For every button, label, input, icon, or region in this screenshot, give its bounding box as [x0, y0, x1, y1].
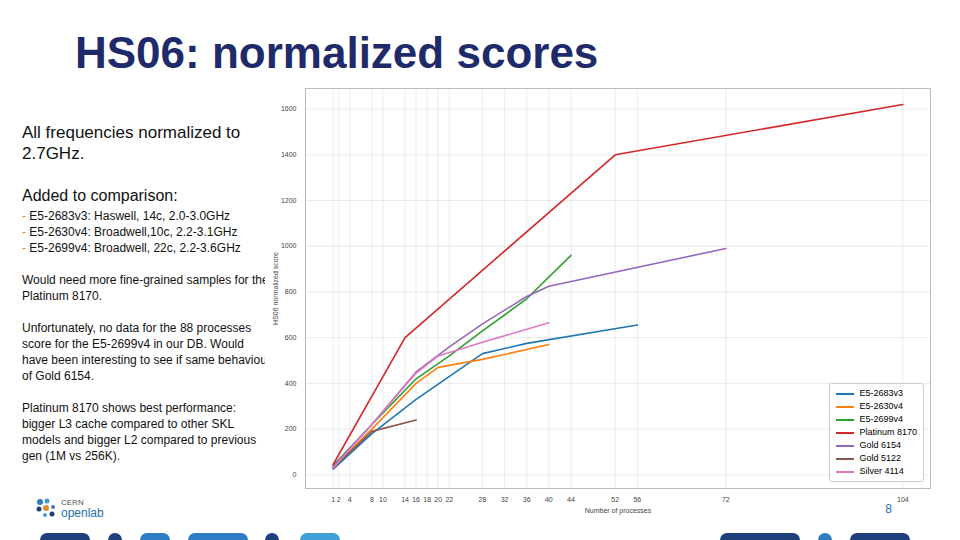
svg-text:20: 20	[434, 496, 442, 503]
html-text:Silver 4114: Silver 4114	[859, 466, 904, 476]
svg-text:400: 400	[285, 380, 297, 387]
html-text:CERN: CERN	[61, 498, 84, 507]
svg-text:4: 4	[348, 496, 352, 503]
svg-text:52: 52	[611, 496, 619, 503]
svg-text:1400: 1400	[281, 151, 297, 158]
svg-text:HS06 normalized score: HS06 normalized score	[272, 252, 279, 325]
html-text:HS06: normalized scores: HS06: normalized scores	[75, 28, 599, 77]
svg-text:1000: 1000	[281, 242, 297, 249]
svg-text:56: 56	[633, 496, 641, 503]
svg-text:0: 0	[293, 471, 297, 478]
svg-text:16: 16	[412, 496, 420, 503]
html-text:E5-2683v3: E5-2683v3	[859, 388, 903, 398]
svg-text:44: 44	[567, 496, 575, 503]
svg-text:18: 18	[423, 496, 431, 503]
svg-text:14: 14	[401, 496, 409, 503]
svg-text:600: 600	[285, 334, 297, 341]
html-text:E5-2699v4: Broadwell, 22c, 2.2: E5-2699v4: Broadwell, 22c, 2.2-3.6GHz	[29, 241, 241, 255]
svg-text:40: 40	[545, 496, 553, 503]
html-text:Would need more fine-grained s: Would need more fine-grained samples for…	[22, 273, 269, 303]
html-text:Platinum 8170: Platinum 8170	[859, 427, 917, 437]
svg-text:Number of processes: Number of processes	[585, 507, 652, 515]
svg-text:8: 8	[370, 496, 374, 503]
html-text:Added to comparison:: Added to comparison:	[22, 187, 178, 204]
html-text:Platinum 8170 shows best perfo: Platinum 8170 shows best performance: bi…	[22, 401, 257, 463]
svg-text:1600: 1600	[281, 105, 297, 112]
svg-text:200: 200	[285, 425, 297, 432]
html-text:E5-2630v4: E5-2630v4	[859, 401, 903, 411]
svg-text:72: 72	[722, 496, 730, 503]
html-text:Gold 5122: Gold 5122	[859, 453, 901, 463]
html-text:E5-2683v3: Haswell, 14c, 2.0-3: E5-2683v3: Haswell, 14c, 2.0-3.0GHz	[29, 209, 231, 223]
svg-text:1: 1	[331, 496, 335, 503]
svg-text:10: 10	[379, 496, 387, 503]
html-text:Gold 6154: Gold 6154	[859, 440, 901, 450]
svg-text:36: 36	[523, 496, 531, 503]
svg-text:22: 22	[445, 496, 453, 503]
svg-text:2: 2	[337, 496, 341, 503]
svg-text:32: 32	[501, 496, 509, 503]
html-text:All frequencies normalized to: All frequencies normalized to 2.7GHz.	[22, 123, 241, 163]
html-text:openlab: openlab	[61, 506, 104, 520]
html-text:E5-2699v4: E5-2699v4	[859, 414, 903, 424]
svg-text:800: 800	[285, 288, 297, 295]
html-text:8: 8	[885, 502, 892, 516]
html-text:E5-2630v4: Broadwell,10c, 2.2-: E5-2630v4: Broadwell,10c, 2.2-3.1GHz	[29, 225, 238, 239]
html-text:Unfortunately, no data for the: Unfortunately, no data for the 88 proces…	[22, 321, 271, 383]
svg-text:1200: 1200	[281, 197, 297, 204]
svg-text:104: 104	[897, 496, 909, 503]
svg-text:28: 28	[479, 496, 487, 503]
